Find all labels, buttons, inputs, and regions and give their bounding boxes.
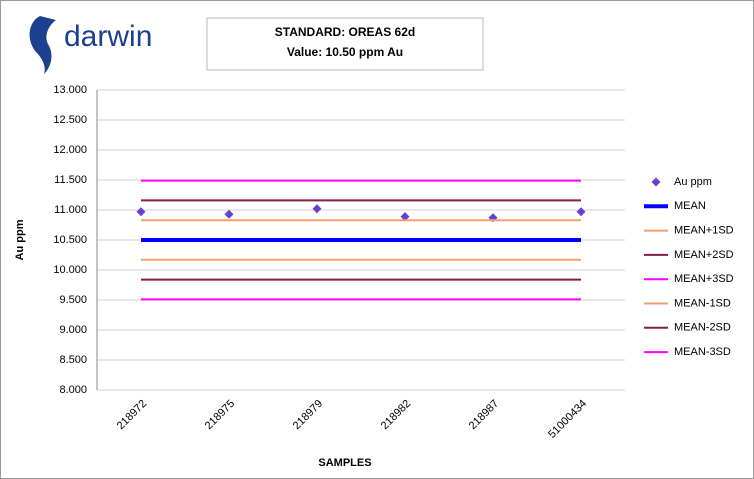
y-tick-label: 13.000 <box>53 84 87 96</box>
y-tick-label: 12.500 <box>53 114 87 126</box>
point <box>312 204 322 214</box>
legend-label: MEAN+2SD <box>674 249 734 261</box>
y-tick-label: 8.000 <box>59 384 87 396</box>
y-tick-label: 9.500 <box>59 294 87 306</box>
y-tick-label: 9.000 <box>59 324 87 336</box>
point <box>576 207 586 217</box>
legend-label: MEAN <box>674 200 706 212</box>
y-tick-label: 10.500 <box>53 234 87 246</box>
logo-icon <box>29 16 56 74</box>
title-box <box>206 17 484 71</box>
legend-label: MEAN-3SD <box>674 346 731 358</box>
legend-marker <box>651 177 661 187</box>
point <box>400 212 410 222</box>
chart-title: STANDARD: OREAS 62d <box>275 25 415 39</box>
logo: darwin <box>29 16 152 74</box>
y-tick-label: 11.500 <box>54 174 87 186</box>
legend-label: MEAN-1SD <box>674 297 731 309</box>
y-tick-label: 11.000 <box>54 204 87 216</box>
legend-label: MEAN+1SD <box>674 225 734 237</box>
legend-label: MEAN-2SD <box>674 322 731 334</box>
chart-subtitle: Value: 10.50 ppm Au <box>287 45 403 59</box>
y-tick-label: 10.000 <box>53 264 87 276</box>
y-tick-label: 8.500 <box>59 354 87 366</box>
logo-text: darwin <box>64 20 152 53</box>
x-axis-label: SAMPLES <box>318 457 371 469</box>
y-tick-label: 12.000 <box>53 144 87 156</box>
legend-label: MEAN+3SD <box>674 273 734 285</box>
y-axis-label: Au ppm <box>14 219 26 260</box>
point <box>224 209 234 219</box>
legend-label: Au ppm <box>674 176 712 188</box>
point <box>136 207 146 217</box>
